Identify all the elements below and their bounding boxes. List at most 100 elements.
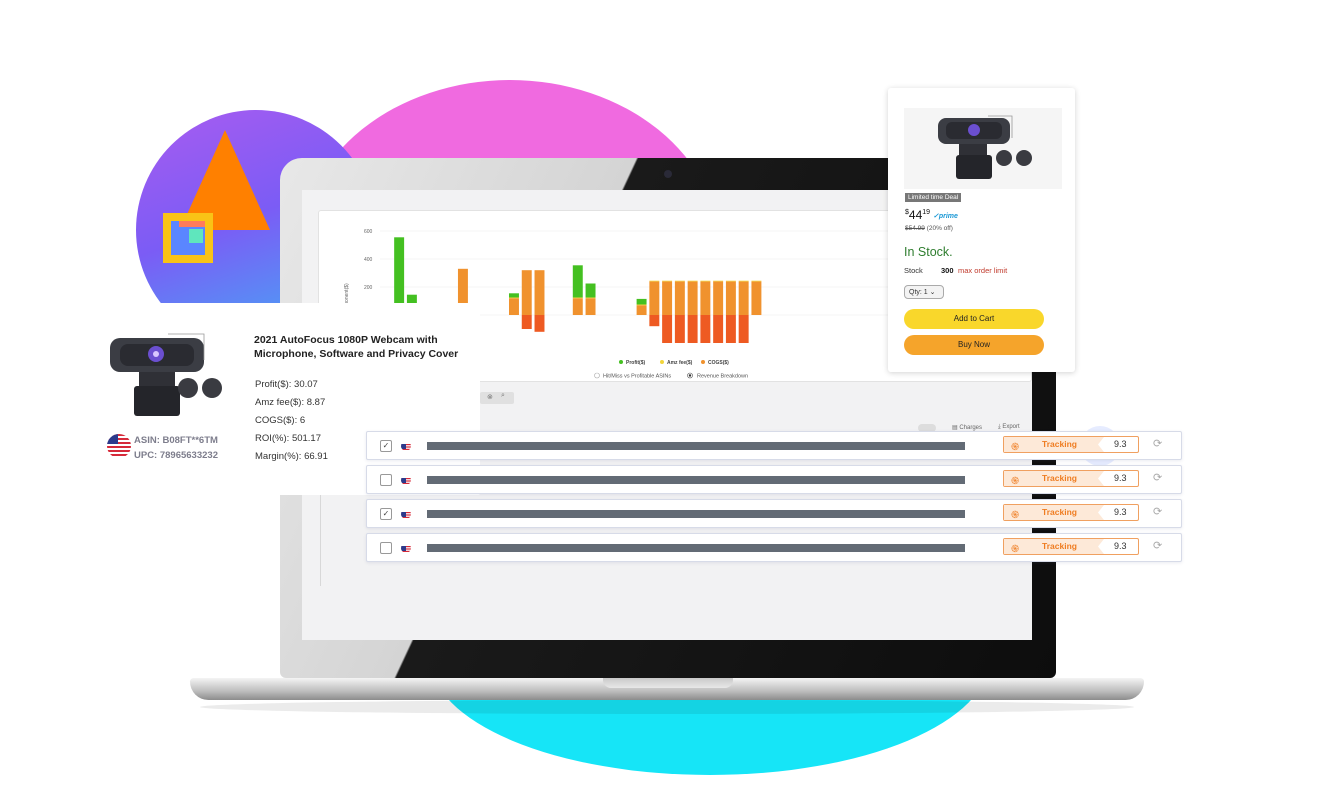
row-checkbox[interactable] bbox=[380, 542, 392, 554]
bar-amzfee bbox=[649, 280, 660, 282]
upc-label: UPC: 78965633232 bbox=[134, 450, 218, 461]
add-to-cart-button[interactable]: Add to Cart bbox=[904, 309, 1044, 329]
asin-label: ASIN: B08FT**6TM bbox=[134, 435, 218, 446]
toolbar-toggle[interactable] bbox=[918, 424, 936, 432]
legend-label: Profit($) bbox=[626, 360, 646, 366]
screen-search-controls[interactable]: ⊗ ⌕ bbox=[480, 392, 514, 404]
row-checkbox[interactable] bbox=[380, 474, 392, 486]
tracking-status: Tracking bbox=[1042, 541, 1077, 551]
row-title-placeholder bbox=[427, 442, 965, 450]
bar-cogsnegative bbox=[649, 315, 660, 327]
bar-cogs bbox=[585, 298, 596, 315]
radio-hitmiss[interactable] bbox=[594, 372, 600, 379]
bar-cogs bbox=[636, 305, 647, 315]
tracking-badge[interactable]: ֍ Tracking 9.3 bbox=[1003, 470, 1139, 487]
clear-icon[interactable]: ⊗ bbox=[487, 394, 493, 401]
row-title-placeholder bbox=[427, 544, 965, 552]
y-tick-label: 200 bbox=[364, 285, 373, 291]
stock-limit: max order limit bbox=[958, 266, 1008, 275]
legend-label: COGS($) bbox=[708, 360, 729, 366]
bar-cogs bbox=[674, 281, 685, 315]
row-checkbox[interactable]: ✓ bbox=[380, 508, 392, 520]
metric-profit: Profit($): 30.07 bbox=[255, 379, 318, 390]
bar-amzfee bbox=[585, 297, 596, 299]
bar-amzfee bbox=[687, 280, 698, 282]
bar-cogs bbox=[687, 281, 698, 315]
webcam-thumbnail bbox=[938, 115, 1032, 179]
tracking-badge[interactable]: ֍ Tracking 9.3 bbox=[1003, 436, 1139, 453]
tracking-badge-bg bbox=[1004, 471, 1104, 486]
tracking-score: 9.3 bbox=[1114, 507, 1127, 517]
changes-button[interactable]: ▤ Charges bbox=[952, 424, 982, 431]
export-label: Export bbox=[1002, 424, 1020, 430]
row-title-placeholder bbox=[427, 476, 965, 484]
camera-icon bbox=[664, 170, 672, 178]
bar-amzfee bbox=[636, 304, 647, 306]
tracking-badge-bg bbox=[1004, 539, 1104, 554]
bar-cogsnegative bbox=[725, 315, 736, 343]
us-flag-icon bbox=[401, 543, 411, 553]
tracking-row[interactable]: ✓ ֍ Tracking 9.3 ⟳ bbox=[366, 499, 1182, 528]
bar-profit bbox=[636, 298, 647, 305]
bar-cogsnegative bbox=[674, 315, 685, 343]
tracking-badge[interactable]: ֍ Tracking 9.3 bbox=[1003, 504, 1139, 521]
bar-cogs bbox=[572, 298, 583, 315]
laptop-shadow bbox=[200, 700, 1134, 714]
row-checkbox[interactable]: ✓ bbox=[380, 440, 392, 452]
legend-label: Amz fee($) bbox=[667, 360, 693, 366]
laptop-base bbox=[190, 678, 1144, 700]
chevron-down-icon: ⌄ bbox=[929, 289, 936, 296]
radio-revenue-dot bbox=[688, 374, 692, 377]
stock-label: Stock bbox=[904, 266, 923, 275]
product-title: 2021 AutoFocus 1080P Webcam with Microph… bbox=[254, 334, 459, 360]
legend-swatch bbox=[619, 360, 623, 364]
refresh-icon[interactable]: ⟳ bbox=[1153, 472, 1163, 484]
price-symbol: $ bbox=[905, 209, 909, 216]
export-button[interactable]: ⤓ Export bbox=[998, 424, 1020, 431]
fingerprint-icon: ֍ bbox=[1011, 442, 1020, 453]
square-shape bbox=[163, 213, 213, 263]
metric-cogs: COGS($): 6 bbox=[255, 415, 306, 426]
changes-icon: ▤ bbox=[952, 425, 960, 431]
quantity-value: Qty: 1 bbox=[909, 289, 928, 296]
chart-radio-group[interactable]: Hit/Miss vs Profitable ASINs Revenue Bre… bbox=[594, 372, 749, 380]
square-stripe bbox=[179, 221, 205, 227]
square-inner bbox=[189, 229, 203, 243]
bar-profit bbox=[406, 294, 417, 304]
bar-cogs bbox=[751, 281, 762, 315]
old-price: $54.99 (20% off) bbox=[905, 225, 953, 232]
tracking-row[interactable]: ✓ ֍ Tracking 9.3 ⟳ bbox=[366, 431, 1182, 460]
search-icon[interactable]: ⌕ bbox=[501, 392, 505, 399]
bar-amzfee bbox=[662, 280, 673, 282]
bar-amzfee bbox=[738, 280, 749, 282]
tracking-row[interactable]: ֍ Tracking 9.3 ⟳ bbox=[366, 533, 1182, 562]
bar-cogs bbox=[534, 270, 545, 315]
bar-cogs bbox=[649, 281, 660, 315]
tracking-badge-bg bbox=[1004, 437, 1104, 452]
refresh-icon[interactable]: ⟳ bbox=[1153, 540, 1163, 552]
tracking-status: Tracking bbox=[1042, 507, 1077, 517]
bar-cogsnegative bbox=[738, 315, 749, 343]
tracking-status: Tracking bbox=[1042, 439, 1077, 449]
metric-margin: Margin(%): 66.91 bbox=[255, 451, 328, 462]
refresh-icon[interactable]: ⟳ bbox=[1153, 506, 1163, 518]
buy-now-button[interactable]: Buy Now bbox=[904, 335, 1044, 355]
tracking-row[interactable]: ֍ Tracking 9.3 ⟳ bbox=[366, 465, 1182, 494]
chart-legend: Profit($) Amz fee($) COGS($) bbox=[619, 360, 729, 366]
bar-cogs bbox=[521, 270, 532, 315]
tracking-badge-bg bbox=[1004, 505, 1104, 520]
divider bbox=[320, 490, 321, 586]
refresh-icon[interactable]: ⟳ bbox=[1153, 438, 1163, 450]
bar-profit bbox=[394, 237, 405, 313]
y-tick-label: 600 bbox=[364, 229, 373, 235]
chart-ticks: 600 400 200 bbox=[364, 229, 373, 291]
prime-badge: ✓prime bbox=[933, 213, 958, 220]
bar-amzfee bbox=[751, 280, 762, 282]
radio-label-revenue: Revenue Breakdown bbox=[697, 374, 748, 380]
quantity-select[interactable]: Qty: 1 ⌄ bbox=[904, 285, 944, 299]
legend-swatch bbox=[701, 360, 705, 364]
bar-cogs bbox=[725, 281, 736, 315]
tracking-badge[interactable]: ֍ Tracking 9.3 bbox=[1003, 538, 1139, 555]
bar-cogsnegative bbox=[534, 315, 545, 332]
bar-profit bbox=[585, 283, 596, 298]
